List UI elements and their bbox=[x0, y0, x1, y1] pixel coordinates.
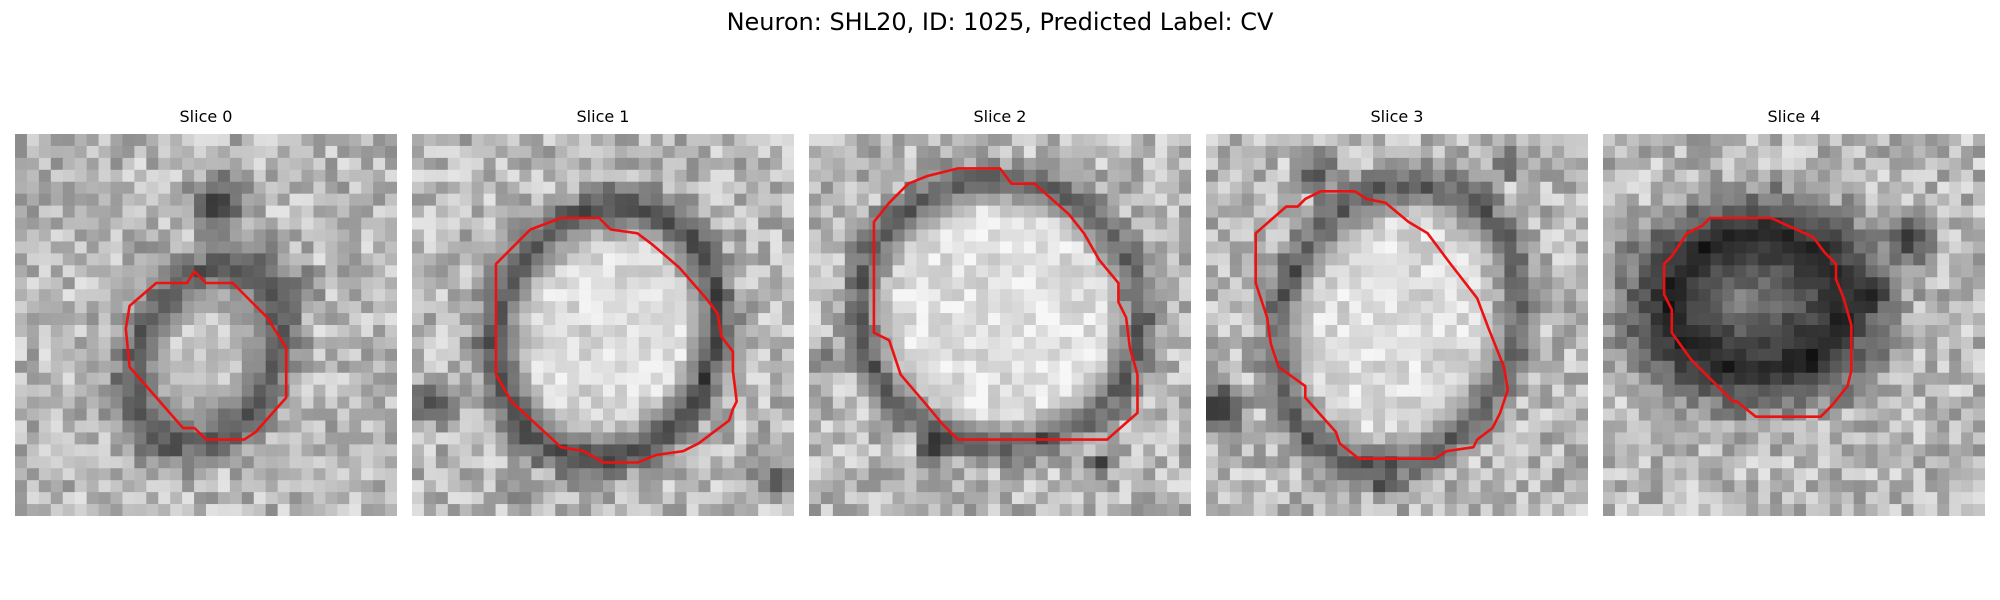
slice-panel-0: Slice 0 bbox=[15, 106, 397, 516]
pixel-grid bbox=[412, 134, 794, 516]
micrograph-svg bbox=[15, 134, 397, 516]
slice-title: Slice 0 bbox=[179, 107, 233, 126]
pixel-grid bbox=[1206, 134, 1588, 516]
slice-image bbox=[809, 134, 1191, 516]
slice-image bbox=[412, 134, 794, 516]
pixel-grid bbox=[15, 134, 397, 516]
micrograph-svg bbox=[1206, 134, 1588, 516]
segmentation-contour bbox=[1254, 189, 1510, 461]
slice-panel-3: Slice 3 bbox=[1206, 106, 1588, 516]
slice-title: Slice 3 bbox=[1370, 107, 1424, 126]
slice-image bbox=[15, 134, 397, 516]
slice-panel-4: Slice 4 bbox=[1603, 106, 1985, 516]
figure-title: Neuron: SHL20, ID: 1025, Predicted Label… bbox=[726, 8, 1274, 36]
slice-title: Slice 2 bbox=[973, 107, 1027, 126]
pixel-grid bbox=[1603, 134, 1985, 516]
slice-panel-1: Slice 1 bbox=[412, 106, 794, 516]
slice-image bbox=[1206, 134, 1588, 516]
slice-panel-2: Slice 2 bbox=[809, 106, 1191, 516]
pixel-grid bbox=[809, 134, 1191, 516]
slice-title: Slice 1 bbox=[576, 107, 630, 126]
slice-title: Slice 4 bbox=[1767, 107, 1821, 126]
segmentation-contour bbox=[494, 216, 739, 464]
slice-image bbox=[1603, 134, 1985, 516]
micrograph-svg bbox=[809, 134, 1191, 516]
segmentation-contour bbox=[124, 270, 288, 441]
micrograph-svg bbox=[1603, 134, 1985, 516]
micrograph-svg bbox=[412, 134, 794, 516]
segmentation-contour bbox=[872, 167, 1139, 441]
segmentation-contour bbox=[1662, 216, 1853, 419]
